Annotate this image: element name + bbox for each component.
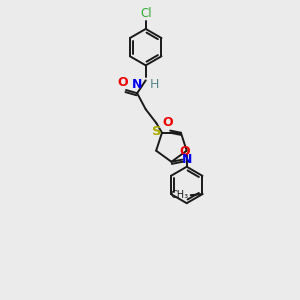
Text: H: H	[150, 78, 159, 91]
Text: CH₃: CH₃	[171, 190, 189, 200]
Text: N: N	[182, 153, 192, 166]
Text: N: N	[132, 78, 142, 91]
Text: S: S	[152, 125, 161, 138]
Text: O: O	[118, 76, 128, 89]
Text: O: O	[179, 145, 190, 158]
Text: Cl: Cl	[140, 8, 152, 20]
Text: O: O	[162, 116, 173, 129]
